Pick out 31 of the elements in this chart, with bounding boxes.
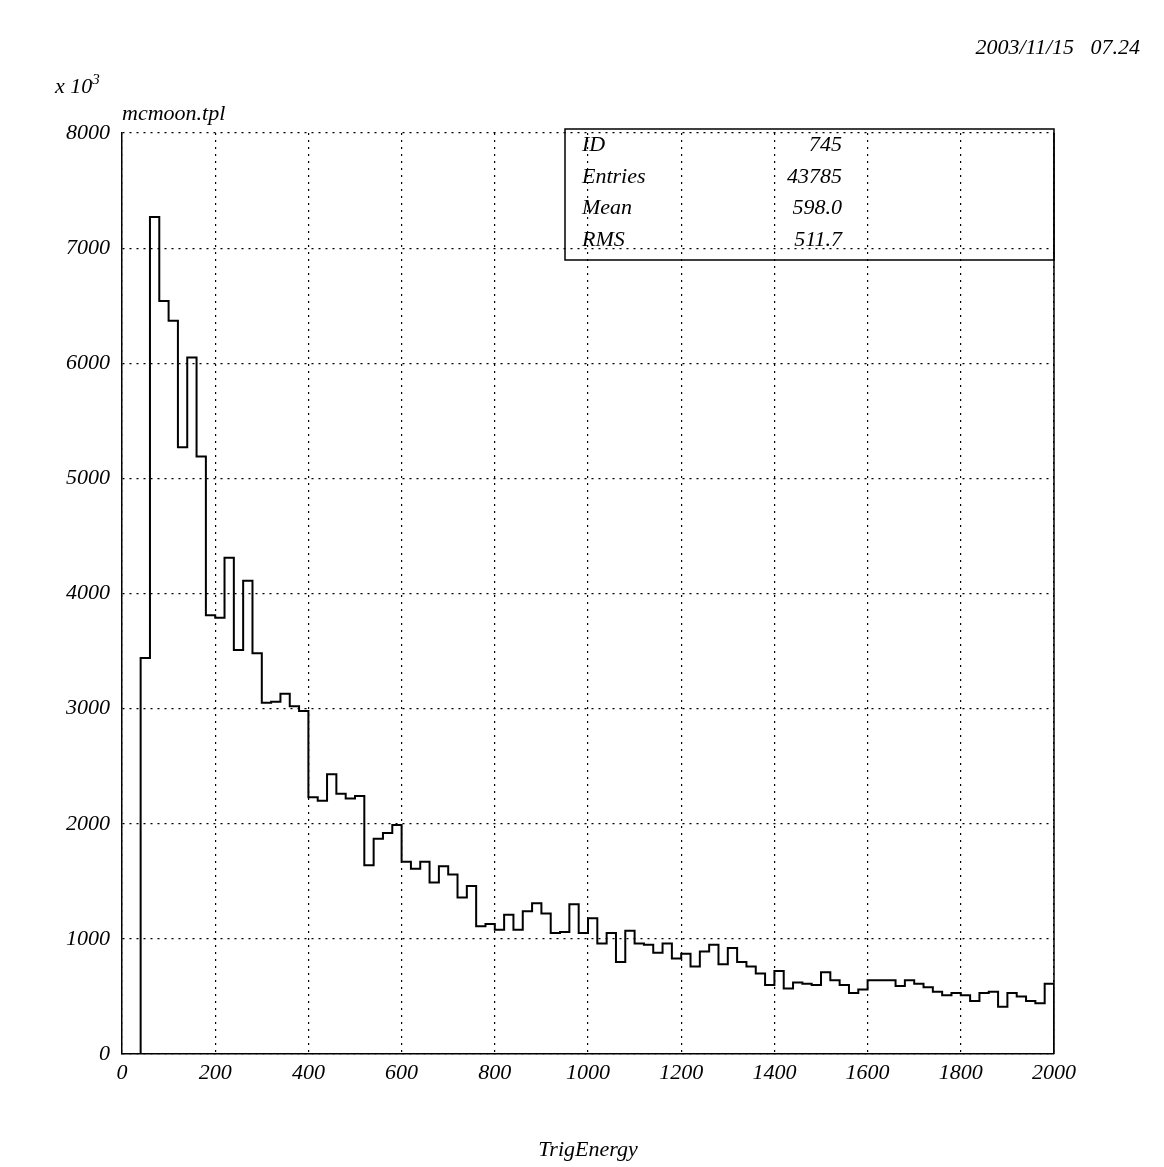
text: 2003/11/15 07.24 (975, 34, 1140, 59)
x-tick-label: 1600 (845, 1058, 890, 1084)
y-tick-label: 6000 (66, 349, 110, 375)
chart-title: mcmoon.tpl (122, 100, 226, 125)
x-tick-label: 1000 (566, 1058, 610, 1084)
annotation: 598.0 (792, 194, 842, 219)
x-tick-label: 1200 (659, 1058, 704, 1084)
y-tick-label: 4000 (66, 579, 110, 605)
x-tick-label: 2000 (1032, 1058, 1076, 1084)
x-tick-label: 400 (291, 1058, 325, 1084)
y-tick-label: 3000 (65, 694, 110, 720)
y-tick-label: 0 (99, 1039, 110, 1065)
y-tick-label: 2000 (66, 809, 110, 835)
x-tick-label: 1800 (938, 1058, 983, 1084)
annotation: 511.7 (794, 225, 843, 251)
x-tick-label: 0 (116, 1058, 128, 1084)
annotation: Entries (581, 162, 646, 188)
x-tick-label: 600 (385, 1058, 419, 1084)
annotation: Mean (581, 194, 633, 219)
x-axis-title: TrigEnergy (538, 1135, 638, 1161)
x-tick-label: 200 (198, 1058, 232, 1084)
y-tick-label: 7000 (66, 233, 110, 259)
y-tick-label: 1000 (66, 924, 110, 950)
y-tick-label: 5000 (66, 464, 110, 490)
x-tick-label: 1400 (752, 1058, 797, 1084)
annotation: 43785 (787, 162, 842, 188)
y-tick-label: 8000 (66, 118, 110, 144)
annotation: ID (581, 131, 606, 156)
annotation: RMS (581, 225, 625, 251)
annotation: 745 (809, 131, 842, 156)
x-tick-label: 800 (478, 1058, 512, 1084)
